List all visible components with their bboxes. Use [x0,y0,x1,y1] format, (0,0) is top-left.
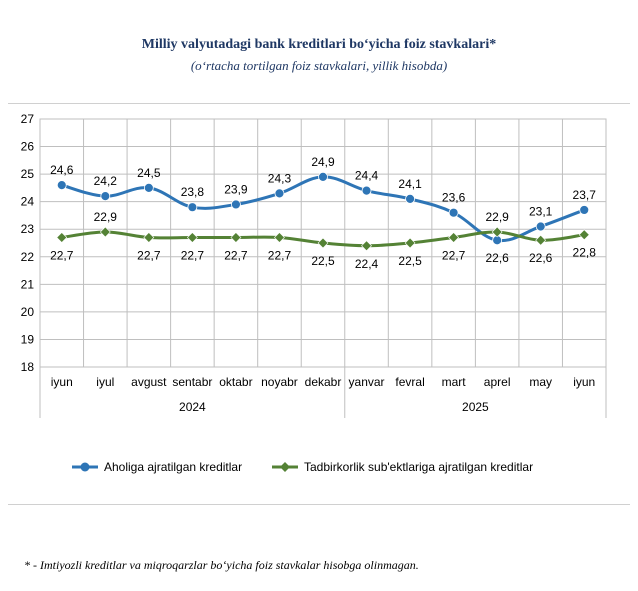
chart-subtitle: (o‘rtacha tortilgan foiz stavkalari, yil… [190,58,448,73]
legend-label: Aholiga ajratilgan kreditlar [104,460,242,474]
data-label: 24,5 [137,166,161,180]
x-tick-label: dekabr [305,375,342,389]
x-tick-label: sentabr [172,375,212,389]
data-label: 22,7 [268,248,292,262]
y-tick-label: 19 [21,332,35,346]
x-tick-label: mart [442,375,467,389]
data-point [535,234,547,246]
data-label: 22,7 [137,248,161,262]
data-label: 24,6 [50,163,74,177]
data-point [318,171,328,182]
x-tick-label: avgust [131,375,167,389]
y-tick-label: 27 [21,112,35,126]
y-tick-label: 20 [21,305,35,319]
data-label: 22,7 [181,248,205,262]
x-tick-label: yanvar [349,375,385,389]
data-label: 22,8 [573,246,597,260]
data-label: 22,7 [50,248,74,262]
x-tick-label: aprel [484,375,511,389]
y-tick-label: 26 [21,140,35,154]
x-tick-label: fevral [395,375,424,389]
data-point [230,232,242,243]
data-label: 22,5 [311,254,335,268]
year-label: 2025 [462,400,489,414]
data-label: 24,2 [94,174,118,188]
legend-label: Tadbirkorlik sub'ektlariga ajratilgan kr… [304,460,533,474]
footnote: * - Imtiyozli kreditlar va miqroqarzlar … [24,558,419,572]
chart-title: Milliy valyutadagi bank kreditlari bo‘yi… [141,37,497,52]
y-tick-label: 23 [21,222,35,236]
data-point [274,188,285,199]
data-point [317,237,329,249]
data-point [56,180,67,191]
data-point [404,237,416,249]
data-label: 24,1 [398,177,422,191]
x-tick-label: noyabr [261,375,298,389]
data-point [361,185,372,196]
data-label: 23,9 [224,182,248,196]
data-label: 23,7 [573,188,597,202]
data-point [99,226,111,238]
data-point [448,232,460,243]
data-point [535,221,546,232]
x-tick-label: oktabr [219,375,252,389]
data-point [361,240,372,252]
y-tick-label: 22 [21,250,35,264]
x-tick-label: iyul [96,375,114,389]
data-label: 22,4 [355,257,379,271]
data-point [448,207,459,218]
data-label: 22,6 [485,251,509,265]
data-label: 22,6 [529,251,553,265]
y-tick-label: 21 [21,277,35,291]
data-label: 22,9 [94,210,118,224]
x-tick-label: iyun [573,375,595,389]
legend-marker [280,462,290,472]
data-point [491,226,503,238]
data-label: 24,3 [268,171,292,185]
data-point [274,232,285,243]
y-tick-label: 25 [21,167,35,181]
data-label: 23,8 [181,185,205,199]
year-label: 2024 [179,400,206,414]
data-point [187,202,198,213]
x-tick-label: may [529,375,552,389]
data-label: 23,1 [529,204,553,218]
data-point [56,232,68,243]
y-tick-label: 24 [21,195,35,209]
data-label: 22,7 [224,248,248,262]
data-point [405,194,415,204]
y-tick-label: 18 [21,360,35,374]
data-point [579,205,590,215]
x-tick-label: iyun [51,375,73,389]
data-label: 24,4 [355,169,379,183]
chart-panel [8,103,630,505]
data-label: 22,5 [398,254,422,268]
data-point [143,232,155,243]
legend-marker [80,462,90,472]
data-point [186,232,198,243]
data-label: 22,9 [485,210,509,224]
data-point [100,191,111,202]
data-point [143,182,154,193]
data-label: 22,7 [442,248,466,262]
data-point [578,229,590,241]
data-label: 24,9 [311,155,335,169]
data-label: 23,6 [442,191,466,205]
data-point [231,199,241,210]
